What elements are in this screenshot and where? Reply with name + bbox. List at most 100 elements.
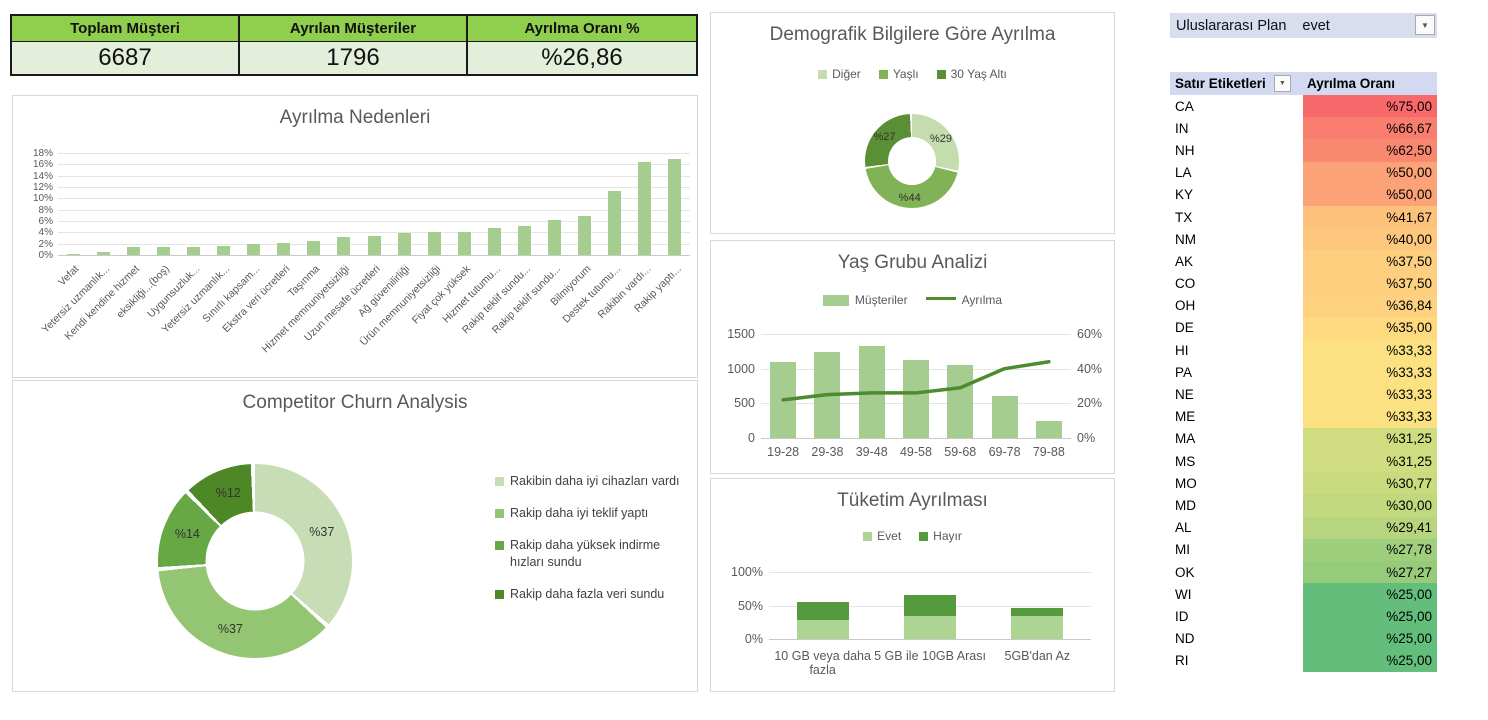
table-row: ND %25,00 [1170, 627, 1437, 650]
donut-chart: %37 %37 %14 %12 [158, 464, 352, 658]
state-cell: NH [1170, 139, 1303, 162]
churn-rate-cell: %27,27 [1303, 560, 1437, 584]
table-row: ID %25,00 [1170, 605, 1437, 628]
x-category-label: 49-58 [899, 445, 932, 459]
legend: Rakibin daha iyi cihazları vardı Rakip da… [495, 473, 695, 603]
y-tick-label: 6% [38, 216, 53, 227]
chart-title: Ayrılma Nedenleri [279, 107, 431, 128]
gridline [58, 187, 690, 188]
table-row: NH %62,50 [1170, 139, 1437, 162]
bar-segment-hayir [796, 602, 849, 621]
state-cell: KY [1170, 183, 1303, 206]
chart-competitor-churn: Competitor Churn Analysis %37 %37 %14 %12 R… [12, 380, 698, 692]
legend-label: Yaşlı [892, 67, 919, 81]
gridline [58, 175, 690, 177]
series-swatch [919, 531, 929, 541]
bar [367, 235, 381, 255]
state-cell: MA [1170, 427, 1303, 450]
slice-data-label: %27 [873, 130, 896, 143]
x-category-label: 29-38 [811, 445, 844, 459]
state-cell: OK [1170, 560, 1303, 584]
x-category-label: Vefat [56, 263, 82, 289]
state-cell: ID [1170, 605, 1303, 628]
chart-age-group: Yaş Grubu Analizi Müşteriler Ayrılma 0 0%… [710, 240, 1115, 474]
table-row: MD %30,00 [1170, 494, 1437, 517]
chevron-down-icon: ▼ [1278, 80, 1286, 87]
y-tick-label: 100% [731, 565, 763, 579]
state-cell: MI [1170, 538, 1303, 561]
state-cell: NM [1170, 228, 1303, 251]
legend-label: Rakip daha yüksek indirme hızları sundu [510, 538, 661, 569]
gridline [58, 221, 690, 222]
x-category-label: 39-48 [855, 445, 888, 459]
right-axis-tick: 20% [1077, 396, 1103, 411]
bar-segment-hayir [1011, 608, 1064, 617]
table-row: ME %33,33 [1170, 405, 1437, 428]
table-row: CO %37,50 [1170, 272, 1437, 295]
legend-label: 30 Yaş Altı [950, 67, 1007, 81]
y-tick-label: 10% [32, 193, 53, 205]
churn-rate-cell: %27,78 [1303, 538, 1437, 561]
kpi-churn-rate: Ayrılma Oranı % %26,86 [468, 16, 696, 74]
y-tick-label: 2% [38, 238, 53, 250]
table-row: OK %27,27 [1170, 560, 1437, 584]
international-plan-filter[interactable]: Uluslararası Plan evet ▼ [1170, 13, 1437, 38]
chart-title: Tüketim Ayrılması [837, 490, 988, 511]
legend-item: Rakibin daha iyi cihazları vardı [495, 473, 695, 490]
table-row: OH %36,84 [1170, 294, 1437, 317]
y-tick-label: 16% [32, 159, 53, 171]
legend-item: Diğer [818, 67, 861, 81]
line-swatch [925, 296, 956, 301]
bar [277, 243, 291, 255]
pivot-filter-button[interactable]: ▼ [1273, 75, 1291, 92]
gridline [58, 198, 690, 200]
state-cell: CA [1170, 95, 1303, 118]
table-row: AL %29,41 [1170, 516, 1437, 539]
table-row: CA %75,00 [1170, 95, 1437, 118]
kpi-label: Ayrılan Müşteriler [240, 16, 466, 42]
legend-label: Rakibin daha iyi cihazları vardı [510, 474, 680, 488]
bar [1035, 420, 1062, 438]
left-axis-tick: 1000 [727, 361, 755, 376]
churn-rate-cell: %75,00 [1303, 95, 1437, 118]
bar [548, 220, 562, 255]
left-axis-tick: 0 [748, 431, 755, 445]
bar [337, 236, 351, 255]
series-swatch [936, 69, 946, 79]
y-tick-label: 18% [32, 148, 53, 159]
donut-hole [205, 511, 305, 611]
row-labels-header: Satır Etiketleri ▼ [1170, 75, 1303, 92]
y-tick-label: 0% [38, 250, 53, 261]
gridline [58, 164, 690, 166]
legend: Evet Hayır [711, 529, 1114, 543]
gridline [769, 639, 1091, 640]
series-swatch [878, 69, 888, 79]
churn-rate-cell: %25,00 [1303, 583, 1437, 606]
churn-rate-cell: %25,00 [1303, 627, 1437, 650]
table-row: HI %33,33 [1170, 339, 1437, 362]
series-swatch [495, 477, 504, 486]
x-category-label: 5GB'dan Az [1004, 649, 1071, 663]
churn-rate-cell: %50,00 [1303, 183, 1437, 206]
legend-label: Evet [877, 529, 902, 543]
legend-label: Diğer [832, 67, 861, 81]
bar [307, 240, 321, 255]
table-row: WI %25,00 [1170, 583, 1437, 606]
table-row: MO %30,77 [1170, 472, 1437, 495]
state-cell: OH [1170, 294, 1303, 317]
bar [903, 360, 929, 438]
bar-segment-evet [904, 616, 956, 639]
table-row: KY %50,00 [1170, 183, 1437, 206]
state-cell: CO [1170, 272, 1303, 295]
filter-dropdown-button[interactable]: ▼ [1415, 15, 1435, 35]
kpi-value: 1796 [240, 42, 466, 74]
bar-segment-evet [796, 620, 849, 639]
bar [487, 228, 501, 255]
right-axis-tick: 40% [1077, 361, 1103, 376]
table-row: TX %41,67 [1170, 205, 1437, 229]
x-category-label: 69-78 [988, 445, 1021, 459]
state-cell: DE [1170, 316, 1303, 340]
left-axis-tick: 500 [734, 396, 755, 411]
gridline [58, 255, 690, 256]
left-axis-tick: 1500 [727, 327, 755, 341]
